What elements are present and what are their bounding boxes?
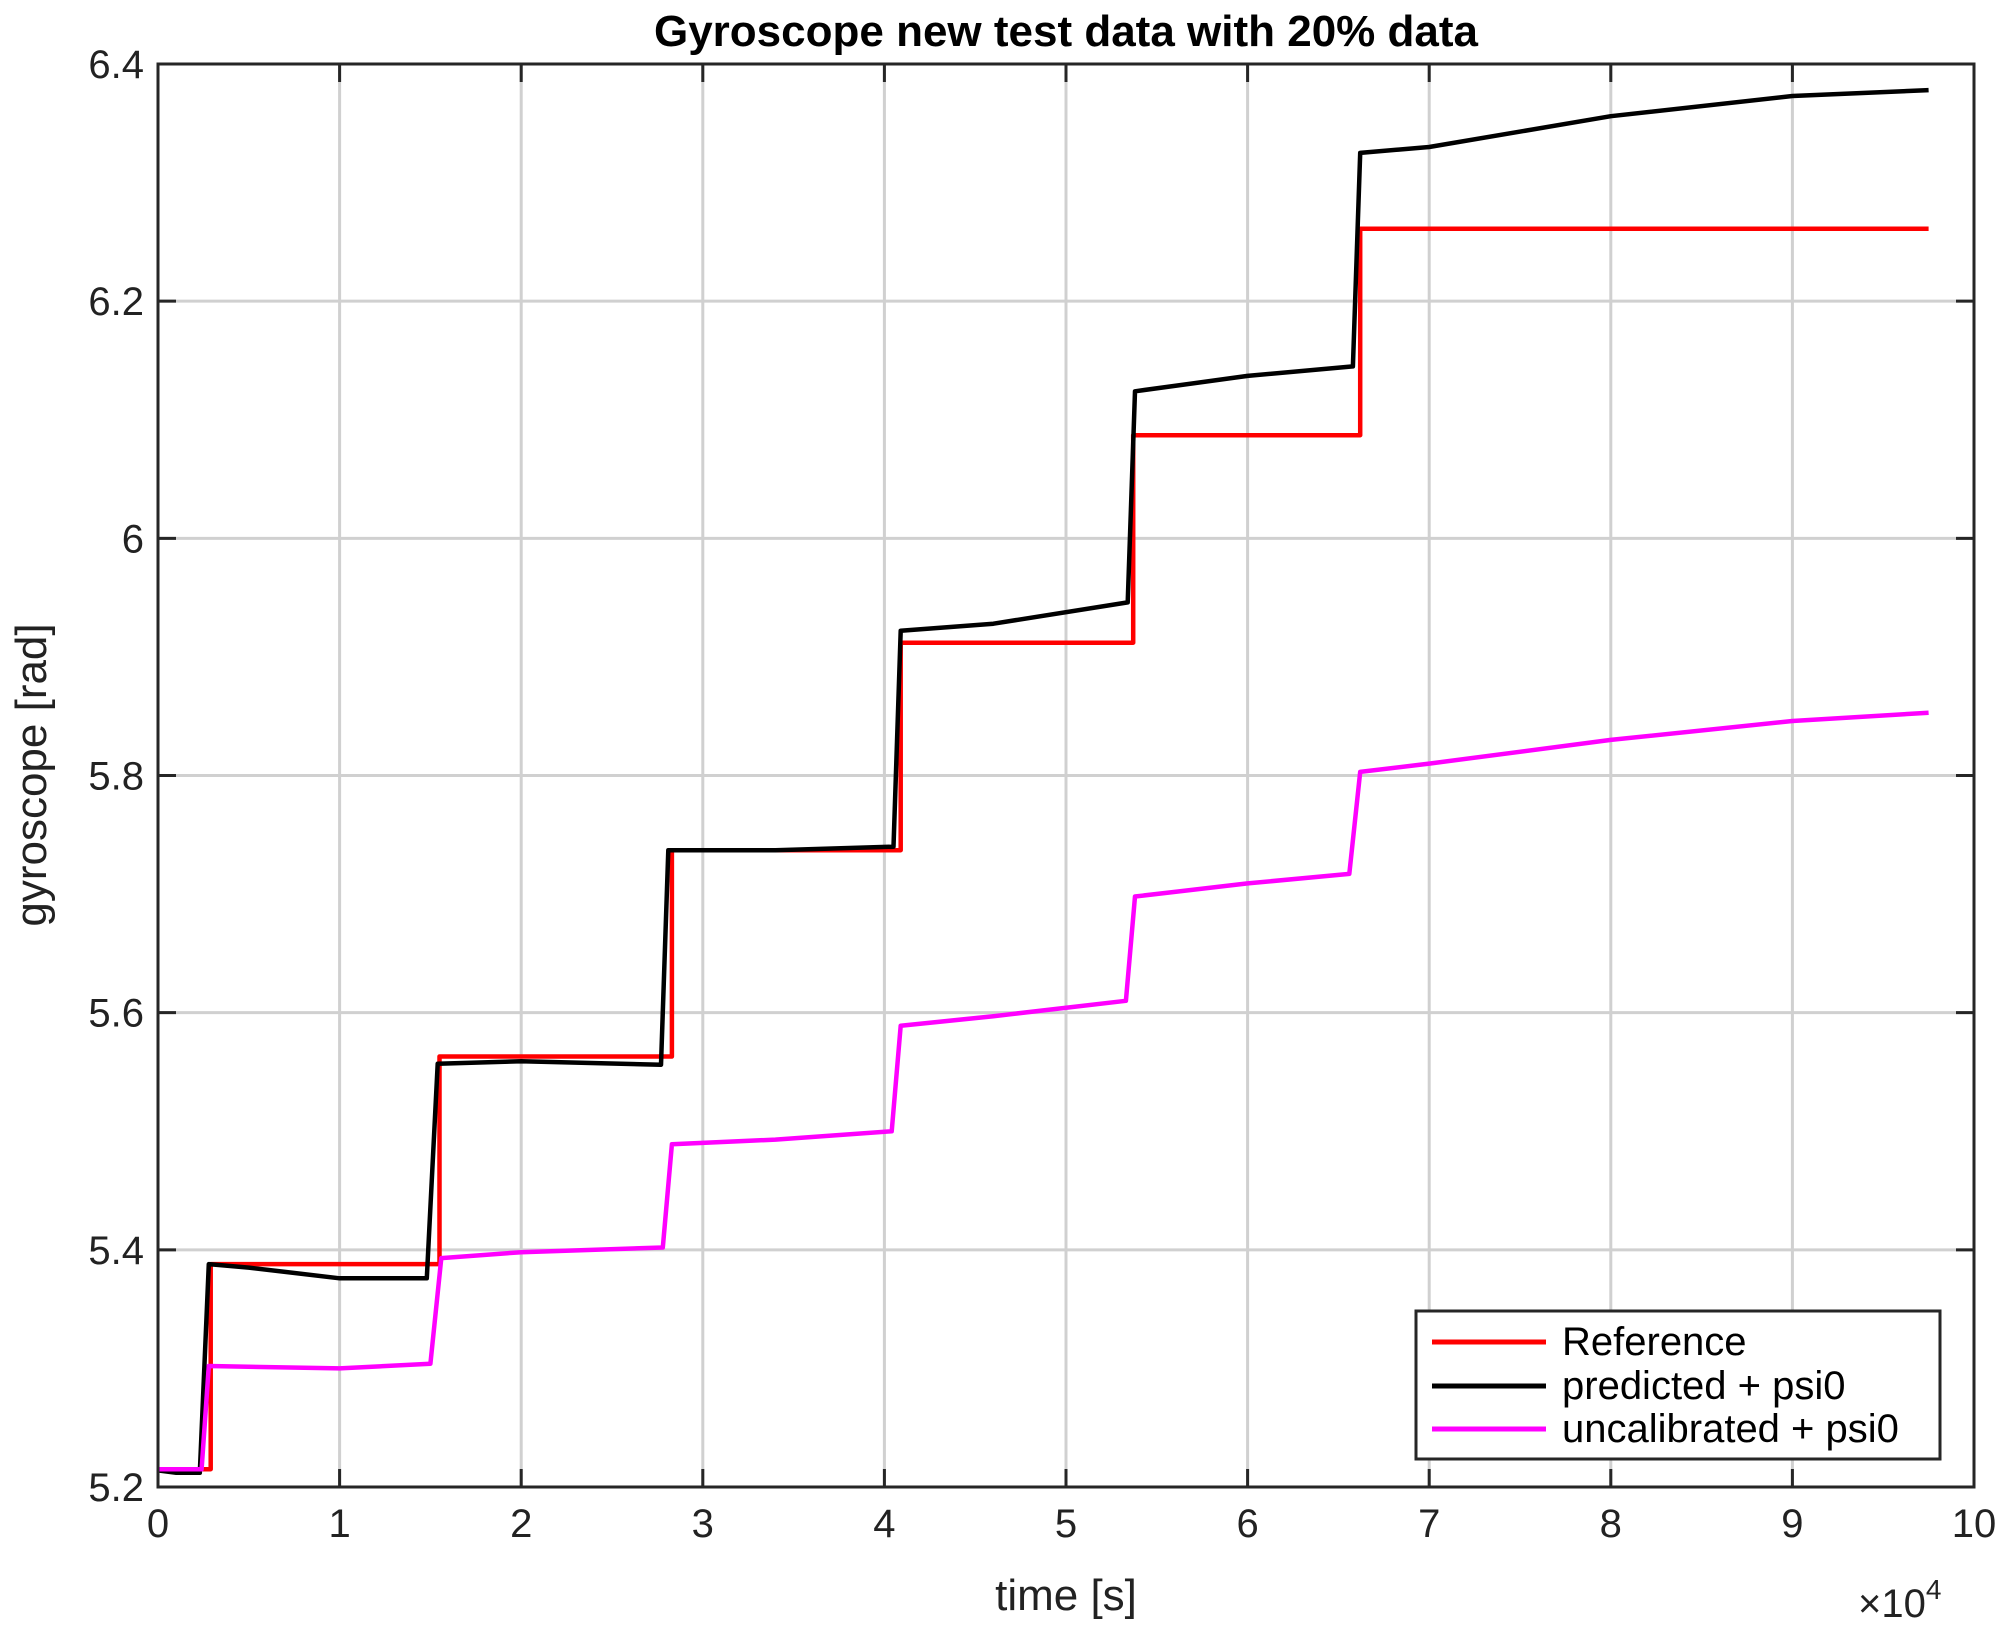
y-axis-title: gyroscope [rad]	[7, 623, 56, 926]
x-tick-label: 5	[1055, 1502, 1077, 1546]
y-tick-label: 5.4	[88, 1229, 144, 1273]
x-tick-label: 3	[692, 1502, 714, 1546]
y-tick-label: 5.6	[88, 992, 144, 1036]
y-tick-label: 6.4	[88, 43, 144, 87]
chart-title: Gyroscope new test data with 20% data	[654, 7, 1479, 56]
x-axis-title: time [s]	[995, 1571, 1137, 1620]
series-line-predicted	[157, 87, 1929, 1476]
x-tick-label: 8	[1600, 1502, 1622, 1546]
axis-ticks: 0 1 2 3 4 5 6 7 8 9 10 5.2 5.4 5.6 5.8 6 6.2 6.4	[88, 43, 1996, 1546]
x-axis-exponent-power: 4	[1926, 1574, 1942, 1605]
x-tick-label: 9	[1781, 1502, 1803, 1546]
x-tick-label: 7	[1418, 1502, 1440, 1546]
legend-label-uncalibrated: uncalibrated + psi0	[1562, 1407, 1899, 1451]
series-lines	[157, 87, 1929, 1476]
grid	[158, 64, 1974, 1487]
y-tick-label: 6	[122, 517, 144, 561]
legend: Reference predicted + psi0 uncalibrated …	[1414, 1309, 1942, 1461]
x-tick-label: 2	[510, 1502, 532, 1546]
legend-label-reference: Reference	[1562, 1320, 1747, 1364]
legend-label-predicted: predicted + psi0	[1562, 1364, 1846, 1408]
x-tick-label: 4	[873, 1502, 895, 1546]
x-axis-exponent: ×104	[1858, 1574, 1941, 1626]
x-axis-exponent-base: ×10	[1858, 1582, 1926, 1626]
y-tick-label: 6.2	[88, 280, 144, 324]
x-tick-label: 0	[147, 1502, 169, 1546]
series-line-uncalibrated	[158, 710, 1929, 1472]
x-tick-label: 10	[1952, 1502, 1997, 1546]
x-tick-label: 1	[328, 1502, 350, 1546]
x-tick-label: 6	[1236, 1502, 1258, 1546]
y-tick-label: 5.8	[88, 755, 144, 799]
y-tick-label: 5.2	[88, 1466, 144, 1510]
